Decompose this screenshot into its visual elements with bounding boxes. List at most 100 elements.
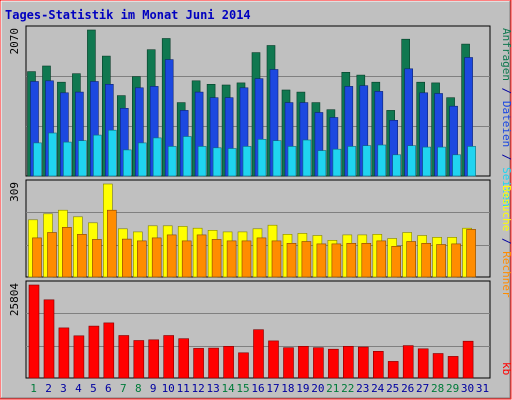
bar-seiten-day-13 — [212, 147, 222, 177]
legend-bottom-part: kb — [500, 362, 512, 375]
day-label-17: 17 — [266, 382, 279, 395]
bar-rechner-day-2 — [47, 232, 57, 278]
day-label-22: 22 — [341, 382, 354, 395]
legend-top-part: Seiten — [500, 167, 512, 207]
bar-rechner-day-6 — [107, 209, 117, 278]
day-label-3: 3 — [60, 382, 67, 395]
bar-kb-day-27 — [417, 348, 429, 379]
day-label-7: 7 — [120, 382, 127, 395]
bar-seiten-day-29 — [452, 154, 461, 177]
day-label-18: 18 — [281, 382, 294, 395]
bar-kb-day-21 — [328, 348, 339, 379]
day-label-14: 14 — [221, 382, 235, 395]
bar-kb-day-25 — [387, 361, 399, 379]
bar-seiten-day-21 — [332, 148, 342, 177]
bar-seiten-day-12 — [197, 146, 207, 177]
bar-rechner-day-13 — [211, 239, 222, 278]
bar-kb-day-11 — [178, 338, 189, 379]
day-label-8: 8 — [135, 382, 142, 395]
day-label-26: 26 — [401, 382, 414, 395]
day-label-6: 6 — [105, 382, 112, 395]
panel-top: 2070 — [8, 25, 491, 177]
panel-middle: 309 — [8, 179, 491, 278]
bar-kb-day-20 — [313, 347, 324, 379]
day-label-29: 29 — [446, 382, 459, 395]
bar-kb-day-15 — [238, 352, 249, 379]
day-label-15: 15 — [236, 382, 249, 395]
bar-rechner-day-8 — [137, 240, 147, 278]
bar-kb-day-8 — [133, 340, 145, 379]
day-label-4: 4 — [75, 382, 82, 395]
bar-rechner-day-5 — [92, 239, 102, 278]
bar-seiten-day-1 — [33, 142, 42, 177]
bar-rechner-day-23 — [361, 243, 372, 278]
bar-rechner-day-10 — [166, 234, 177, 278]
day-label-20: 20 — [311, 382, 324, 395]
chart-title: Tages-Statistik im Monat Juni 2014 — [5, 8, 251, 22]
bar-rechner-day-30 — [466, 229, 476, 278]
bar-kb-day-14 — [223, 345, 234, 379]
bar-kb-day-17 — [268, 340, 279, 379]
bar-seiten-day-3 — [63, 141, 72, 177]
bar-kb-day-3 — [58, 327, 70, 379]
bar-seiten-day-16 — [257, 139, 267, 177]
bar-kb-day-16 — [253, 329, 264, 379]
chart-panels: 2070 309 25804 — [8, 25, 491, 379]
bar-rechner-day-16 — [256, 237, 267, 278]
panel-bottom: 25804 — [8, 280, 491, 379]
day-label-16: 16 — [251, 382, 264, 395]
legend-middle-part: / — [500, 231, 512, 251]
bar-kb-day-26 — [402, 345, 414, 379]
bar-seiten-day-14 — [227, 148, 237, 177]
bar-kb-day-4 — [73, 335, 85, 379]
day-label-11: 11 — [177, 382, 190, 395]
day-label-21: 21 — [326, 382, 339, 395]
bar-rechner-day-4 — [77, 234, 87, 278]
axis-max-label: 309 — [8, 182, 21, 202]
bar-seiten-day-18 — [287, 146, 297, 177]
bar-seiten-day-30 — [467, 146, 476, 177]
legend-middle-part: Besuche — [500, 185, 512, 231]
bar-rechner-day-26 — [406, 241, 417, 278]
bar-seiten-day-9 — [152, 137, 162, 177]
day-label-5: 5 — [90, 382, 97, 395]
day-label-10: 10 — [162, 382, 175, 395]
bar-rechner-day-27 — [421, 243, 432, 278]
bar-seiten-day-23 — [362, 145, 372, 177]
bar-rechner-day-19 — [301, 241, 312, 278]
bar-rechner-day-29 — [451, 243, 461, 278]
bar-kb-day-22 — [342, 345, 354, 379]
bar-rechner-day-20 — [316, 243, 327, 278]
day-label-25: 25 — [386, 382, 399, 395]
bar-kb-day-19 — [298, 345, 309, 379]
bar-kb-day-10 — [163, 335, 174, 379]
bar-seiten-day-15 — [242, 146, 252, 177]
bar-rechner-day-24 — [376, 240, 387, 278]
bar-kb-day-13 — [208, 347, 219, 379]
bar-seiten-day-22 — [347, 146, 357, 177]
day-label-1: 1 — [30, 382, 37, 395]
bar-seiten-day-26 — [407, 145, 417, 177]
bar-kb-day-23 — [357, 346, 369, 379]
day-label-9: 9 — [150, 382, 157, 395]
bar-kb-day-30 — [462, 340, 474, 379]
bar-kb-day-29 — [447, 356, 459, 379]
legend-top-part: Dateien — [500, 101, 512, 147]
bar-rechner-day-28 — [436, 244, 446, 278]
day-label-13: 13 — [206, 382, 219, 395]
day-label-30: 30 — [461, 382, 474, 395]
legend-middle: Besuche / Rechner — [500, 185, 512, 298]
bar-kb-day-2 — [43, 299, 55, 379]
bar-seiten-day-6 — [108, 129, 117, 177]
day-label-27: 27 — [416, 382, 429, 395]
bar-kb-day-5 — [88, 325, 100, 379]
bar-rechner-day-12 — [196, 234, 207, 278]
bar-rechner-day-3 — [62, 227, 72, 278]
bar-seiten-day-25 — [392, 154, 402, 177]
bar-kb-day-18 — [283, 347, 294, 379]
bar-seiten-day-2 — [48, 132, 57, 177]
bar-seiten-day-17 — [272, 140, 282, 177]
bar-seiten-day-10 — [167, 146, 177, 177]
bar-rechner-day-22 — [346, 243, 357, 278]
